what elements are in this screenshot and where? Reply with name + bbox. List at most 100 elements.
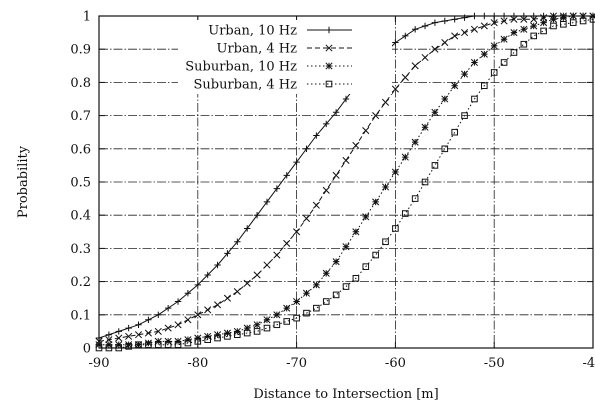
y-tick-label: 0.6 [70, 142, 91, 157]
legend-marker [325, 62, 333, 70]
data-point-interp [441, 95, 449, 103]
data-point-interp [342, 156, 350, 164]
data-point-interp [559, 14, 567, 22]
data-point [313, 304, 320, 312]
data-point [154, 327, 162, 335]
y-tick-label: 0.4 [70, 209, 91, 224]
data-point-interp [303, 309, 310, 317]
data-point [372, 251, 379, 259]
data-point-interp [342, 243, 350, 251]
data-point-interp [322, 298, 330, 305]
data-point [451, 82, 459, 90]
data-point [135, 321, 142, 328]
data-point-interp [105, 341, 113, 349]
data-point [115, 341, 123, 349]
data-point-interp [401, 210, 409, 217]
y-tick-label: 0.9 [70, 43, 91, 58]
data-point [273, 321, 281, 329]
data-point [253, 321, 261, 329]
data-point [214, 331, 222, 339]
series-4 [95, 16, 595, 352]
data-point-interp [302, 214, 311, 223]
data-point-interp [362, 213, 370, 221]
data-point-interp [105, 331, 113, 338]
legend-marker [325, 80, 333, 88]
data-point-interp [224, 333, 231, 340]
x-tick-label: -90 [89, 356, 110, 371]
data-point [293, 228, 301, 236]
data-point [134, 341, 143, 349]
data-point [214, 301, 222, 309]
data-point-interp [362, 263, 370, 270]
data-point-interp [204, 332, 212, 340]
legend-entry: Suburban, 4 Hz [194, 78, 352, 93]
data-point-interp [223, 294, 231, 302]
data-point [332, 109, 340, 116]
legend-marker [325, 26, 333, 34]
data-point [372, 198, 380, 206]
data-point [510, 49, 518, 56]
data-point [490, 69, 498, 76]
data-point-interp [323, 120, 330, 128]
data-point [490, 19, 498, 27]
data-point-interp [224, 250, 231, 257]
x-tick-label: -70 [286, 356, 307, 371]
data-point-interp [461, 29, 469, 37]
data-point-interp [401, 153, 409, 161]
data-point-interp [125, 341, 133, 349]
data-point-interp [263, 324, 271, 332]
data-point-interp [244, 225, 251, 232]
data-point [431, 19, 439, 26]
data-point [214, 261, 221, 269]
data-point-interp [283, 239, 291, 247]
data-point [253, 328, 261, 335]
data-point-interp [243, 329, 251, 337]
data-point-interp [381, 183, 390, 191]
data-point-interp [401, 73, 409, 81]
data-point [431, 45, 439, 53]
data-point-interp [500, 59, 508, 66]
data-point [411, 26, 419, 33]
data-point-interp [520, 15, 528, 23]
data-point [273, 251, 281, 259]
data-point-interp [402, 32, 409, 40]
data-point-interp [283, 318, 291, 325]
data-point-interp [204, 271, 211, 279]
data-point-interp [421, 123, 429, 131]
y-tick-label: 0.3 [70, 242, 91, 257]
legend-entry: Urban, 4 Hz [217, 42, 352, 57]
data-point [451, 32, 459, 40]
legend-entry: Suburban, 10 Hz [185, 60, 352, 75]
data-point-interp [184, 290, 192, 297]
data-point-interp [243, 279, 251, 287]
data-point [411, 138, 419, 146]
data-point-interp [283, 304, 291, 312]
data-point-interp [441, 145, 449, 153]
data-point-interp [441, 39, 449, 47]
data-point-interp [263, 316, 271, 324]
data-point-interp [164, 337, 172, 345]
data-point-interp [560, 21, 567, 28]
data-point [332, 291, 340, 299]
data-point [352, 274, 360, 282]
data-point [293, 297, 301, 306]
data-point-interp [500, 17, 508, 25]
data-point-interp [342, 95, 350, 103]
data-point-interp [125, 324, 132, 332]
data-point-interp [263, 261, 271, 269]
data-point [174, 337, 182, 345]
data-point-interp [461, 70, 469, 78]
data-point-interp [164, 304, 172, 312]
data-point-interp [184, 336, 192, 344]
data-point [253, 212, 261, 219]
data-point [372, 112, 380, 120]
data-point-interp [362, 126, 370, 135]
data-point-interp [204, 336, 211, 343]
y-tick-label: 0.5 [70, 176, 91, 191]
y-tick-label: 0 [83, 342, 91, 357]
data-point-interp [382, 238, 389, 246]
legend-label: Urban, 4 Hz [217, 42, 298, 57]
x-axis-title: Distance to Intersection [m] [253, 387, 438, 402]
data-point [431, 108, 439, 116]
data-point-interp [302, 289, 311, 297]
